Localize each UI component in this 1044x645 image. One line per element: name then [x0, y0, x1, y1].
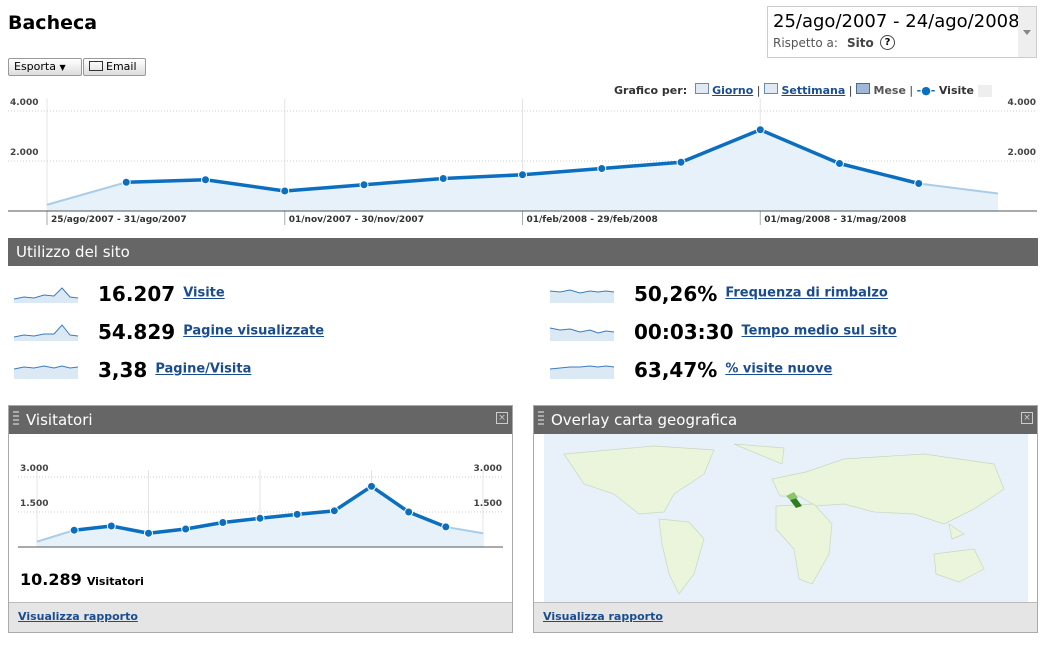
graph-by-label: Grafico per: [614, 84, 688, 97]
metric: 00:03:30 Tempo medio sul sito [548, 319, 897, 344]
panel-footer: Visualizza rapporto [9, 602, 512, 632]
y-tick-label: 2.000 [1008, 148, 1036, 158]
panel-footer: Visualizza rapporto [534, 602, 1037, 632]
metric-link[interactable]: Frequenza di rimbalzo [725, 285, 888, 301]
compare-label: Rispetto a: [773, 36, 838, 50]
point [121, 177, 131, 187]
metric-value: 00:03:30 [634, 319, 734, 344]
metric-value: 50,26% [634, 281, 718, 306]
point [518, 170, 527, 180]
metric: 54.829 Pagine visualizzate [12, 319, 325, 344]
report-link[interactable]: Visualizza rapporto [543, 610, 663, 623]
email-label: Email [106, 60, 137, 73]
metric: 3,38 Pagine/Visita [12, 357, 252, 382]
point [676, 157, 686, 167]
email-button[interactable]: Email [83, 58, 146, 76]
area [47, 129, 998, 211]
metric-link[interactable]: % visite nuove [725, 361, 833, 377]
metric-icon: -●- [916, 84, 936, 97]
metric: 16.207 Visite [12, 281, 225, 306]
close-button[interactable]: × [496, 412, 508, 424]
metric-value: 54.829 [98, 319, 176, 344]
x-tick-label: 01/feb/2008 - 29/feb/2008 [527, 215, 658, 225]
panel-header: Overlay carta geografica [534, 406, 1037, 434]
y-tick-label: 4.000 [10, 98, 38, 108]
arrow-icon [1023, 30, 1031, 35]
month-icon [856, 83, 870, 94]
date-range: 25/ago/2007 - 24/ago/2008 [773, 11, 1020, 32]
point [201, 175, 210, 185]
sparkline [13, 323, 79, 341]
export-button[interactable]: Esporta ▼ [8, 58, 82, 76]
point [835, 159, 844, 168]
compare-value: Sito [847, 36, 874, 50]
metric-value: 16.207 [98, 281, 176, 306]
month-selected: Mese [873, 84, 906, 97]
sparkline [549, 364, 615, 379]
point [280, 186, 290, 196]
email-icon [89, 61, 103, 71]
report-link[interactable]: Visualizza rapporto [18, 610, 138, 623]
day-link[interactable]: Giorno [712, 84, 754, 97]
metric-name: Visite [938, 84, 974, 97]
metric-value: 63,47% [634, 357, 718, 382]
metric-link[interactable]: Visite [183, 285, 225, 301]
dropdown-arrow[interactable] [1018, 7, 1036, 57]
panel-header: Visitatori [9, 406, 512, 434]
metric-dropdown[interactable] [977, 85, 992, 97]
x-tick-label: 25/ago/2007 - 31/ago/2007 [51, 215, 187, 225]
close-button[interactable]: × [1021, 412, 1033, 424]
sparkline [549, 327, 615, 341]
sparkline [549, 288, 615, 303]
visitors-panel: Visitatori 10.289 Visitatori Visualizza … [8, 405, 513, 633]
metric-link[interactable]: Tempo medio sul sito [741, 323, 897, 339]
date-picker[interactable]: 25/ago/2007 - 24/ago/2008 Rispetto a: Si… [767, 6, 1037, 58]
metric: 50,26% Frequenza di rimbalzo [548, 281, 888, 306]
metric-link[interactable]: Pagine/Visita [155, 361, 252, 377]
x-tick-label: 01/mag/2008 - 31/mag/2008 [764, 215, 906, 225]
panel-title: Visitatori [26, 411, 93, 429]
sparkline [13, 364, 79, 379]
x-tick-label: 01/nov/2007 - 30/nov/2007 [289, 215, 424, 225]
point [359, 180, 369, 190]
week-icon [763, 83, 778, 94]
map-panel: Overlay carta geografica Visualizza rapp… [533, 405, 1038, 633]
point [914, 179, 924, 188]
week-link[interactable]: Settimana [781, 84, 846, 97]
export-label: Esporta [14, 60, 56, 73]
help-icon[interactable]: ? [880, 35, 895, 50]
metric: 63,47% % visite nuove [548, 357, 833, 382]
point [438, 174, 448, 183]
page-title: Bacheca [8, 12, 98, 34]
visitors-total: 10.289 Visitatori [20, 570, 144, 589]
y-tick-label: 2.000 [10, 148, 38, 158]
point [755, 125, 765, 135]
world-map [544, 434, 1028, 602]
total-value: 10.289 [20, 570, 82, 589]
sparkline [13, 286, 79, 303]
metric-link[interactable]: Pagine visualizzate [183, 323, 325, 339]
drag-handle[interactable] [13, 411, 19, 425]
total-label: Visitatori [86, 575, 144, 588]
y-tick-label: 4.000 [1008, 98, 1036, 108]
metric-value: 3,38 [98, 357, 148, 382]
day-icon [694, 83, 709, 94]
line-partial [46, 128, 999, 206]
point [597, 164, 607, 173]
graph-by: Grafico per: Giorno | Settimana | Mese |… [614, 83, 992, 97]
section-header: Utilizzo del sito [8, 238, 1038, 266]
panel-title: Overlay carta geografica [551, 411, 738, 429]
drag-handle[interactable] [538, 411, 544, 425]
line [126, 128, 920, 193]
